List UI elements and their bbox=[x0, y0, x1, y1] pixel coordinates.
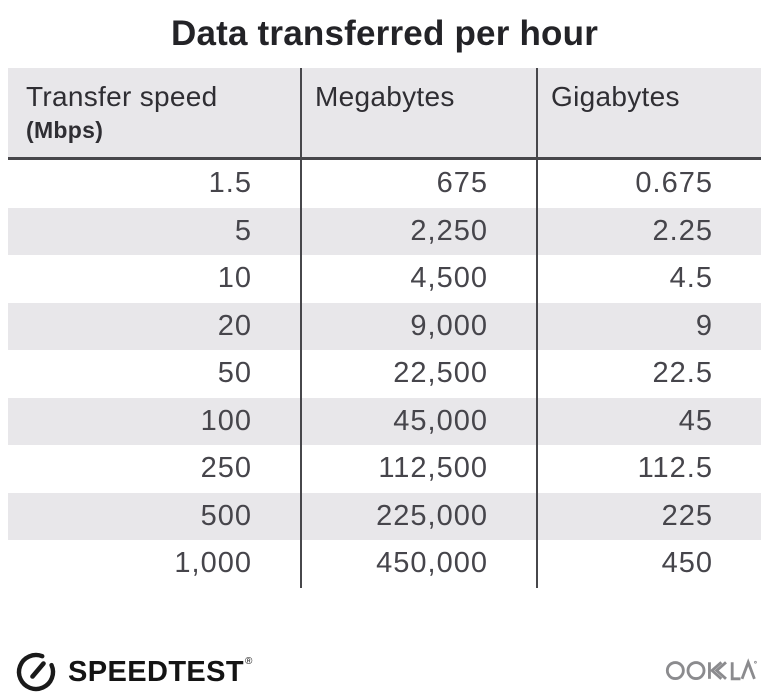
page-title: Data transferred per hour bbox=[170, 14, 599, 53]
speedtest-logo: SPEEDTEST ® bbox=[14, 650, 252, 694]
cell-megabytes: 675 bbox=[302, 160, 538, 208]
cell-megabytes: 45,000 bbox=[302, 397, 538, 445]
header-transfer-speed: Transfer speed (Mbps) bbox=[8, 68, 302, 157]
table-body: 1.5 675 0.675 5 2,250 2.25 10 4,500 4.5 … bbox=[8, 160, 761, 588]
cell-gigabytes: 9 bbox=[695, 309, 713, 342]
cell-gigabytes: 0.675 bbox=[635, 167, 713, 199]
table-row: 250 112,500 112.5 bbox=[8, 445, 761, 493]
cell-gigabytes: 450 bbox=[661, 547, 713, 579]
ookla-logo bbox=[665, 656, 757, 687]
header-megabytes-label: Megabytes bbox=[315, 81, 455, 112]
header-transfer-speed-label: Transfer speed bbox=[26, 81, 218, 112]
cell-transfer-speed: 100 bbox=[8, 397, 302, 445]
header-transfer-speed-unit: (Mbps) bbox=[26, 117, 104, 143]
header-gigabytes-label: Gigabytes bbox=[551, 81, 680, 112]
cell-transfer-speed: 20 bbox=[8, 302, 302, 350]
cell-transfer-speed: 500 bbox=[8, 492, 302, 540]
cell-gigabytes: 112.5 bbox=[637, 452, 713, 484]
table-row: 1.5 675 0.675 bbox=[8, 160, 761, 208]
header-megabytes: Megabytes bbox=[302, 68, 538, 157]
cell-gigabytes: 225 bbox=[661, 499, 713, 532]
table-row: 50 22,500 22.5 bbox=[8, 350, 761, 398]
cell-megabytes: 22,500 bbox=[302, 350, 538, 398]
table-row: 500 225,000 225 bbox=[8, 492, 761, 540]
table-row: 20 9,000 9 bbox=[8, 302, 761, 350]
footer: SPEEDTEST ® bbox=[0, 648, 769, 698]
speedtest-gauge-icon bbox=[16, 652, 56, 692]
cell-transfer-speed: 1,000 bbox=[8, 540, 302, 588]
cell-transfer-speed: 1.5 bbox=[8, 160, 302, 208]
data-table: Transfer speed (Mbps) Megabytes Gigabyte… bbox=[8, 68, 761, 588]
speedtest-wordmark: SPEEDTEST bbox=[68, 656, 245, 688]
speedtest-trademark: ® bbox=[245, 656, 253, 667]
table-row: 1,000 450,000 450 bbox=[8, 540, 761, 588]
cell-megabytes: 450,000 bbox=[302, 540, 538, 588]
cell-megabytes: 112,500 bbox=[302, 445, 538, 493]
cell-megabytes: 9,000 bbox=[302, 302, 538, 350]
cell-megabytes: 4,500 bbox=[302, 255, 538, 303]
cell-transfer-speed: 250 bbox=[8, 445, 302, 493]
table-row: 100 45,000 45 bbox=[8, 397, 761, 445]
cell-transfer-speed: 10 bbox=[8, 255, 302, 303]
cell-megabytes: 2,250 bbox=[302, 207, 538, 255]
ookla-wordmark-icon bbox=[665, 658, 757, 681]
table-row: 5 2,250 2.25 bbox=[8, 207, 761, 255]
cell-gigabytes: 22.5 bbox=[652, 357, 713, 389]
header-gigabytes: Gigabytes bbox=[538, 68, 761, 157]
cell-megabytes: 225,000 bbox=[302, 492, 538, 540]
table-row: 10 4,500 4.5 bbox=[8, 255, 761, 303]
cell-transfer-speed: 50 bbox=[8, 350, 302, 398]
cell-gigabytes: 4.5 bbox=[669, 262, 713, 294]
cell-transfer-speed: 5 bbox=[8, 207, 302, 255]
table-header: Transfer speed (Mbps) Megabytes Gigabyte… bbox=[8, 68, 761, 160]
cell-gigabytes: 45 bbox=[678, 404, 713, 437]
cell-gigabytes: 2.25 bbox=[652, 214, 713, 247]
